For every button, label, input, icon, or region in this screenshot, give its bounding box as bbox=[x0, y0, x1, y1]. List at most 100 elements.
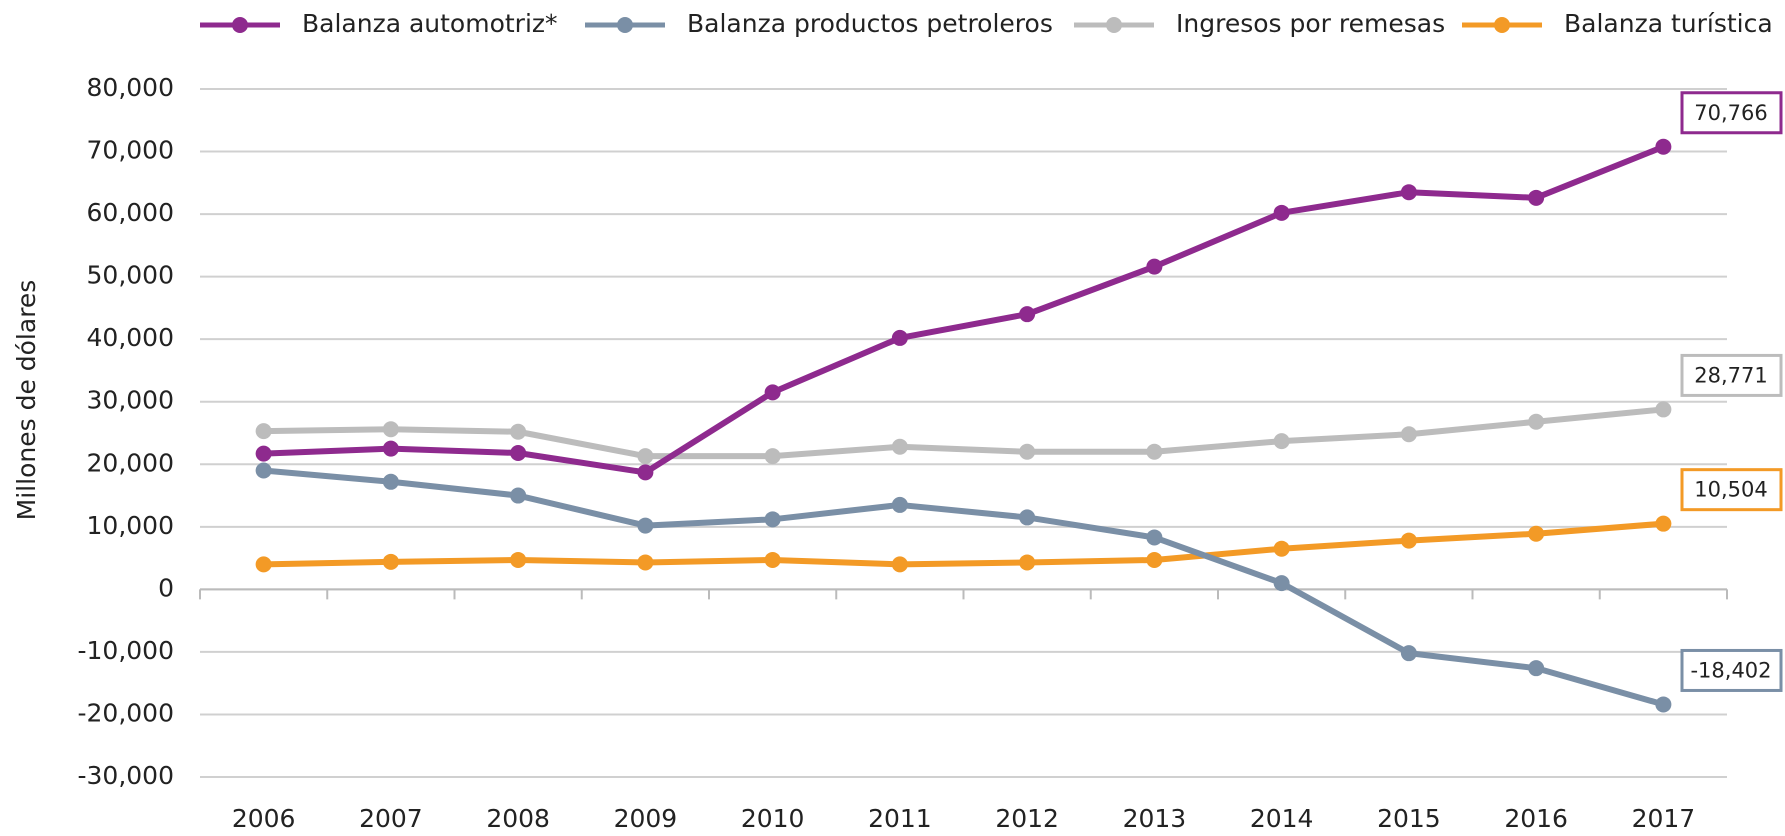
legend-label: Balanza productos petroleros bbox=[687, 9, 1053, 38]
legend-label: Balanza automotriz* bbox=[302, 9, 558, 38]
data-point bbox=[1273, 540, 1290, 557]
data-point bbox=[891, 556, 908, 573]
data-label: 70,766 bbox=[1694, 101, 1767, 125]
data-point bbox=[510, 445, 527, 462]
data-label: 10,504 bbox=[1694, 478, 1767, 502]
legend-marker bbox=[1494, 17, 1510, 33]
data-point bbox=[510, 551, 527, 568]
x-tick-label: 2007 bbox=[359, 804, 423, 833]
data-point bbox=[1528, 189, 1545, 206]
data-point bbox=[1146, 551, 1163, 568]
x-tick-label: 2014 bbox=[1250, 804, 1314, 833]
x-tick-label: 2013 bbox=[1123, 804, 1187, 833]
legend-label: Ingresos por remesas bbox=[1176, 9, 1445, 38]
data-label: -18,402 bbox=[1690, 658, 1771, 682]
end-label-box bbox=[1680, 468, 1783, 512]
legend-item: Balanza turística bbox=[1462, 9, 1773, 38]
data-point bbox=[382, 421, 399, 438]
series-line bbox=[263, 520, 1664, 568]
end-label-box bbox=[1680, 353, 1783, 397]
data-point bbox=[510, 423, 527, 440]
data-point bbox=[1273, 433, 1290, 450]
data-point bbox=[510, 487, 527, 504]
data-point bbox=[1400, 532, 1417, 549]
data-point bbox=[764, 511, 781, 528]
end-label: -18,402 bbox=[1680, 648, 1783, 692]
data-point bbox=[1400, 645, 1417, 662]
x-tick-label: 2006 bbox=[232, 804, 296, 833]
data-point bbox=[1655, 696, 1672, 713]
y-tick-label: 60,000 bbox=[87, 198, 174, 227]
end-label: 28,771 bbox=[1680, 353, 1783, 397]
data-point bbox=[1400, 426, 1417, 443]
legend-marker bbox=[232, 17, 248, 33]
data-point bbox=[255, 445, 272, 462]
data-point bbox=[382, 440, 399, 457]
data-point bbox=[1019, 306, 1036, 323]
data-point bbox=[1528, 525, 1545, 542]
end-label: 70,766 bbox=[1680, 91, 1783, 135]
data-point bbox=[1146, 443, 1163, 460]
data-point bbox=[255, 423, 272, 440]
legend-marker bbox=[1106, 17, 1122, 33]
x-tick-label: 2008 bbox=[486, 804, 550, 833]
data-point bbox=[891, 496, 908, 513]
data-point bbox=[1655, 138, 1672, 155]
data-point bbox=[1146, 258, 1163, 275]
data-point bbox=[637, 554, 654, 571]
x-tick-label: 2017 bbox=[1632, 804, 1696, 833]
series-line bbox=[263, 406, 1664, 460]
data-point bbox=[637, 517, 654, 534]
series-line bbox=[263, 143, 1665, 476]
data-point bbox=[1273, 204, 1290, 221]
series-line bbox=[263, 467, 1665, 708]
data-point bbox=[764, 384, 781, 401]
data-point bbox=[1655, 401, 1672, 418]
data-point bbox=[637, 448, 654, 465]
legend-marker bbox=[617, 17, 633, 33]
data-point bbox=[1019, 554, 1036, 571]
y-tick-label: -20,000 bbox=[78, 698, 175, 727]
data-point bbox=[891, 329, 908, 346]
data-point bbox=[1146, 529, 1163, 546]
data-point bbox=[764, 448, 781, 465]
y-tick-label: 80,000 bbox=[87, 73, 174, 102]
data-point bbox=[1655, 515, 1672, 532]
x-tick-label: 2011 bbox=[868, 804, 932, 833]
data-point bbox=[382, 473, 399, 490]
y-tick-label: 40,000 bbox=[87, 323, 174, 352]
data-point bbox=[1528, 413, 1545, 430]
x-tick-label: 2009 bbox=[614, 804, 678, 833]
data-point bbox=[255, 462, 272, 479]
data-point bbox=[1019, 443, 1036, 460]
legend-item: Balanza automotriz* bbox=[200, 9, 558, 38]
legend-label: Balanza turística bbox=[1564, 9, 1773, 38]
data-point bbox=[637, 464, 654, 481]
data-point bbox=[1019, 509, 1036, 526]
end-label-box bbox=[1680, 91, 1783, 135]
y-tick-label: 30,000 bbox=[87, 386, 174, 415]
y-tick-label: -10,000 bbox=[78, 636, 175, 665]
legend-item: Balanza productos petroleros bbox=[585, 9, 1053, 38]
y-axis-title: Millones de dólares bbox=[12, 280, 41, 521]
y-tick-label: 10,000 bbox=[87, 511, 174, 540]
data-point bbox=[764, 551, 781, 568]
legend-item: Ingresos por remesas bbox=[1074, 9, 1445, 38]
y-tick-label: 50,000 bbox=[87, 261, 174, 290]
data-label: 28,771 bbox=[1694, 363, 1767, 387]
end-label-box bbox=[1680, 648, 1783, 692]
data-point bbox=[382, 553, 399, 570]
data-point bbox=[1528, 660, 1545, 677]
x-tick-label: 2015 bbox=[1377, 804, 1441, 833]
x-tick-label: 2010 bbox=[741, 804, 805, 833]
y-tick-label: -30,000 bbox=[78, 761, 175, 790]
end-label: 10,504 bbox=[1680, 468, 1783, 512]
y-tick-label: 70,000 bbox=[87, 136, 174, 165]
data-point bbox=[255, 556, 272, 573]
y-tick-label: 0 bbox=[158, 573, 174, 602]
y-tick-label: 20,000 bbox=[87, 448, 174, 477]
data-point bbox=[1273, 575, 1290, 592]
data-point bbox=[1400, 184, 1417, 201]
